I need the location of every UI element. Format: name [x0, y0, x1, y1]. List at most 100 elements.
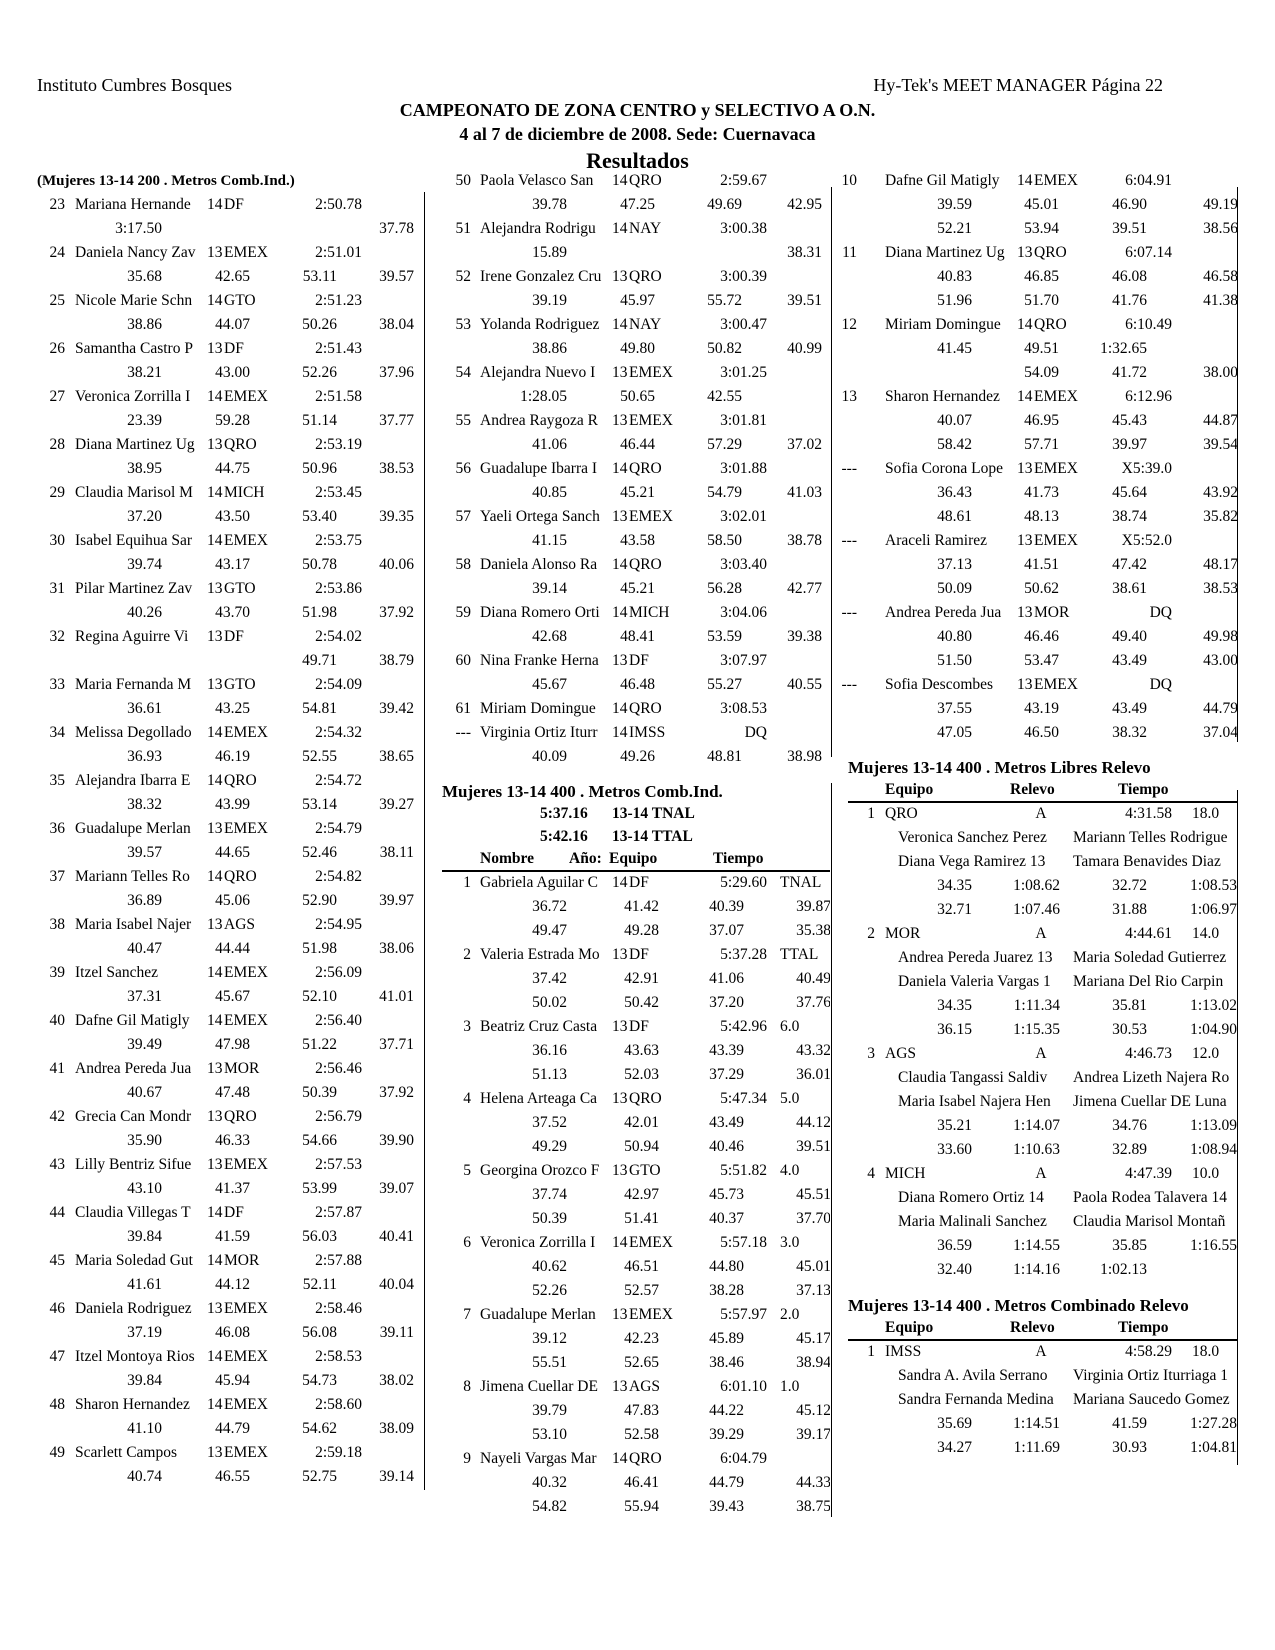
split-time: 39.29	[709, 1426, 744, 1443]
team: MICH	[224, 484, 265, 501]
split-time: 54.09	[1024, 364, 1059, 381]
split-time: 39.17	[796, 1426, 830, 1443]
place: ---	[841, 604, 858, 621]
final-time: 2:57.87	[315, 1204, 362, 1221]
swimmer-name: Itzel Sanchez	[75, 964, 159, 981]
split-time: 32.71	[937, 901, 972, 918]
split-time: 38.31	[787, 244, 822, 261]
split-time: 45.01	[796, 1258, 830, 1275]
split-time: 1:10.63	[1013, 1141, 1060, 1158]
split-time: 40.62	[532, 1258, 567, 1275]
event-title: Mujeres 13-14 400 . Metros Libres Relevo	[848, 758, 1151, 777]
column-divider	[831, 783, 833, 1517]
place: 59	[455, 604, 472, 621]
team: EMEX	[224, 1156, 268, 1173]
qualifier-mark: 4.0	[780, 1162, 800, 1179]
split-time: 50.82	[707, 340, 742, 357]
place: 35	[49, 772, 66, 789]
final-time: 2:54.82	[315, 868, 362, 885]
record-label: 13-14 TNAL	[612, 805, 695, 822]
final-time: 2:54.09	[315, 676, 362, 693]
split-time: 39.11	[379, 1324, 414, 1341]
split-time: 52.55	[302, 748, 337, 765]
split-time: 38.53	[1203, 580, 1237, 597]
split-time: 44.12	[215, 1276, 250, 1293]
split-time: 58.42	[937, 436, 972, 453]
final-time: 6:04.79	[720, 1450, 767, 1467]
age: 14	[207, 388, 223, 405]
age: 14	[207, 1252, 223, 1269]
split-time: 39.90	[379, 1132, 414, 1149]
team: DF	[224, 196, 244, 213]
split-time: 50.78	[302, 556, 337, 573]
place: 50	[455, 172, 472, 189]
place: 26	[49, 340, 66, 357]
place: 38	[49, 916, 66, 933]
split-time: 45.64	[1112, 484, 1147, 501]
age: 14	[207, 964, 223, 981]
split-time: 34.76	[1112, 1117, 1147, 1134]
split-time: 48.41	[620, 628, 655, 645]
final-time: 2:56.09	[315, 964, 362, 981]
team: EMEX	[629, 364, 673, 381]
split-time: 41.10	[127, 1420, 162, 1437]
split-time: 39.49	[127, 1036, 162, 1053]
split-time: 39.12	[532, 1330, 567, 1347]
split-time: 37.42	[532, 970, 567, 987]
age: 13	[612, 1306, 628, 1323]
split-time: 38.74	[1112, 508, 1147, 525]
split-time: 39.43	[709, 1498, 744, 1515]
split-time: 39.51	[796, 1138, 830, 1155]
split-time: 37.92	[379, 604, 414, 621]
split-time: 54.82	[532, 1498, 567, 1515]
split-time: 45.89	[709, 1330, 744, 1347]
swimmer-name: Yolanda Rodriguez	[480, 316, 600, 333]
split-time: 38.98	[787, 748, 822, 765]
split-time: 37.13	[796, 1282, 830, 1299]
place: 1	[867, 805, 875, 822]
split-time: 52.46	[302, 844, 337, 861]
final-time: 4:44.61	[1125, 925, 1172, 942]
split-time: 57.29	[707, 436, 742, 453]
swimmer-name: Maria Fernanda M	[75, 676, 192, 693]
swimmer-name: Gabriela Aguilar C	[480, 874, 598, 891]
split-time: 54.73	[302, 1372, 337, 1389]
age: 13	[207, 820, 223, 837]
split-time: 1:14.07	[1013, 1117, 1060, 1134]
place: 12	[841, 316, 858, 333]
place: 56	[455, 460, 472, 477]
split-time: 1:13.09	[1190, 1117, 1237, 1134]
event-title: Mujeres 13-14 400 . Metros Comb.Ind.	[442, 782, 723, 801]
split-time: 43.50	[215, 508, 250, 525]
relay-swimmer: Jimena Cuellar DE Luna	[1073, 1093, 1227, 1110]
team: IMSS	[629, 724, 666, 741]
age: 14	[612, 724, 628, 741]
age: 13	[207, 1060, 223, 1077]
age: 13	[207, 676, 223, 693]
place: 45	[49, 1252, 66, 1269]
swimmer-name: Pilar Martinez Zav	[75, 580, 193, 597]
qualifier-mark: TTAL	[780, 946, 819, 963]
final-time: 6:01.10	[720, 1378, 767, 1395]
record-time: 5:42.16	[540, 828, 588, 845]
place: 9	[463, 1450, 471, 1467]
swimmer-name: Dafne Gil Matigly	[885, 172, 1000, 189]
team: QRO	[224, 436, 257, 453]
split-time: 50.42	[624, 994, 659, 1011]
age: 13	[1017, 460, 1033, 477]
split-time: 31.88	[1112, 901, 1147, 918]
team: QRO	[629, 460, 662, 477]
split-time: 39.51	[787, 292, 822, 309]
split-time: 43.70	[215, 604, 250, 621]
place: 51	[455, 220, 472, 237]
team: EMEX	[224, 1444, 268, 1461]
split-time: 50.39	[532, 1210, 567, 1227]
split-time: 52.26	[302, 364, 337, 381]
team: EMEX	[629, 412, 673, 429]
split-time: 50.94	[624, 1138, 659, 1155]
split-time: 40.09	[532, 748, 567, 765]
split-time: 53.40	[302, 508, 337, 525]
swimmer-name: Dafne Gil Matigly	[75, 1012, 190, 1029]
split-time: 37.92	[379, 1084, 414, 1101]
final-time: 4:47.39	[1125, 1165, 1172, 1182]
